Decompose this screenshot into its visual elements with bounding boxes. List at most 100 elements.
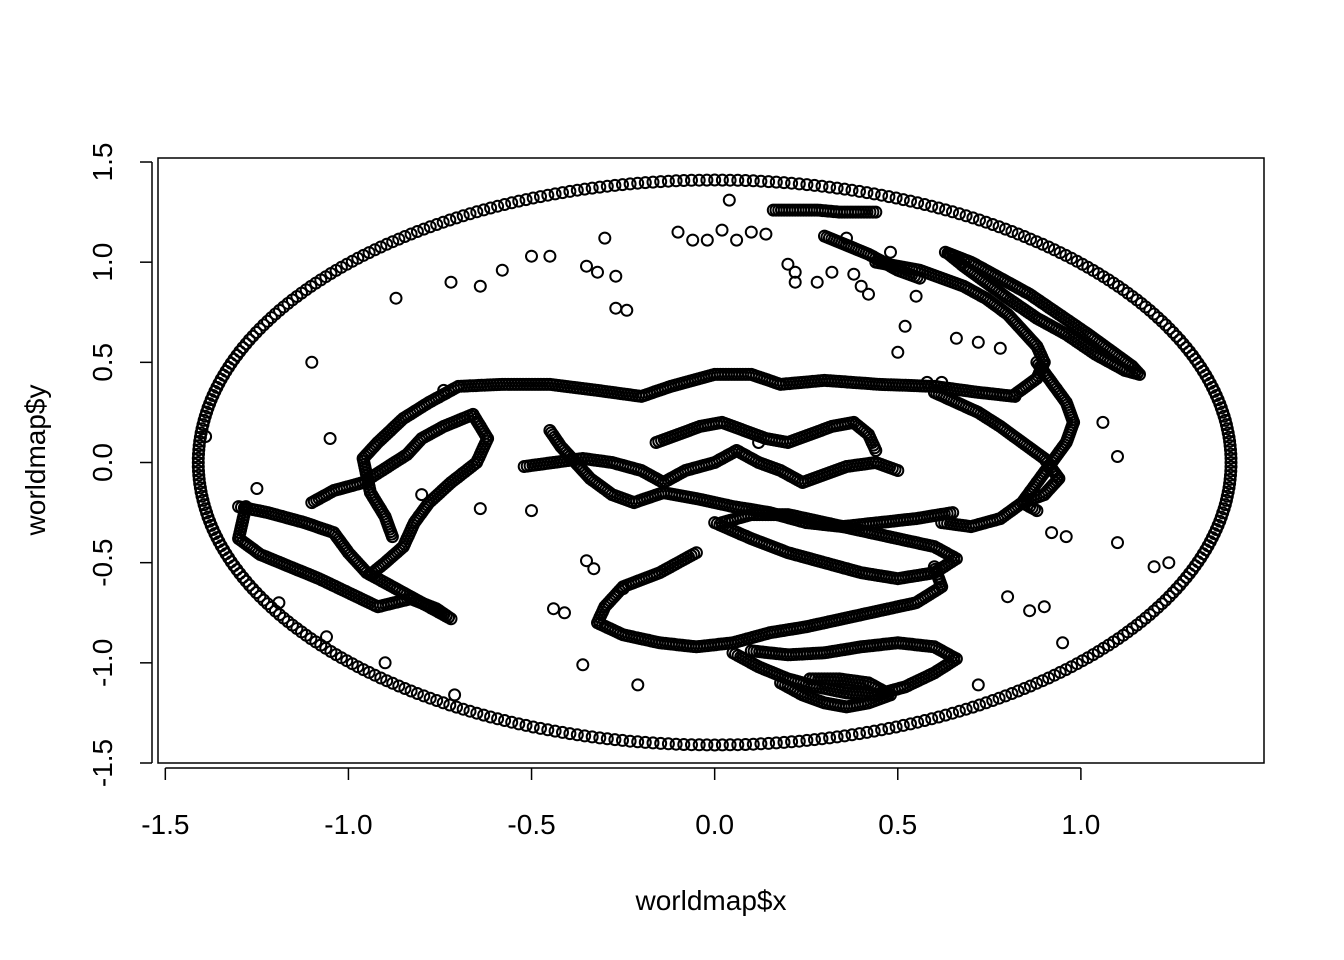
y-tick-label: -0.5 <box>87 539 118 587</box>
y-tick-label: 1.0 <box>87 243 118 282</box>
boundary-point <box>498 714 512 727</box>
boundary-point <box>999 689 1012 703</box>
data-point <box>444 275 458 289</box>
boundary-point <box>1224 460 1238 474</box>
boundary-point <box>754 174 768 188</box>
boundary-point <box>1166 586 1180 600</box>
boundary-point <box>1011 227 1025 241</box>
data-point <box>1059 530 1073 544</box>
data-point <box>854 279 868 293</box>
boundary-point <box>239 574 253 588</box>
data-point <box>1045 526 1059 540</box>
data-point <box>448 688 462 702</box>
boundary-point <box>715 173 729 187</box>
boundary-point <box>436 696 450 710</box>
data-point <box>891 345 905 359</box>
boundary-point <box>918 714 932 727</box>
y-tick-label: 1.5 <box>87 143 118 182</box>
boundary-point <box>404 227 418 241</box>
boundary-point <box>777 735 791 749</box>
boundary-point <box>1176 337 1190 351</box>
data-point <box>847 267 861 281</box>
boundary-point <box>1224 456 1238 469</box>
data-point <box>620 303 634 317</box>
boundary-point <box>1224 468 1237 482</box>
x-tick-label: 0.0 <box>695 809 734 840</box>
boundary-point <box>512 194 526 208</box>
y-tick-label: -1.0 <box>87 639 118 687</box>
boundary-point <box>578 182 592 196</box>
data-point <box>935 516 949 530</box>
data-point <box>781 257 795 271</box>
boundary-point <box>946 706 959 720</box>
boundary-point <box>1173 333 1187 347</box>
boundary-point <box>242 333 256 347</box>
data-point <box>378 656 392 670</box>
data-point <box>199 430 213 443</box>
data-point <box>671 225 685 239</box>
data-point <box>1030 504 1044 518</box>
x-tick-label: -0.5 <box>507 809 555 840</box>
boundary-point <box>1017 230 1031 243</box>
boundary-point <box>192 472 206 486</box>
boundary-point <box>1166 325 1180 339</box>
boundary-point <box>661 174 675 188</box>
data-point <box>389 291 403 305</box>
boundary-point <box>436 215 450 229</box>
y-axis: -1.5 -1.0 -0.5 0.0 0.5 1.0 1.5 <box>87 143 153 787</box>
boundary-point <box>992 691 1006 705</box>
boundary-point <box>398 682 412 695</box>
data-point <box>752 436 766 449</box>
boundary-point <box>838 182 852 196</box>
boundary-point <box>236 570 250 584</box>
boundary-point <box>800 178 814 192</box>
boundary-point <box>608 178 622 192</box>
data-point <box>1111 450 1124 463</box>
boundary-point <box>860 186 874 200</box>
data-point <box>788 275 802 289</box>
boundary-point <box>769 736 783 750</box>
x-tick-label: -1.0 <box>324 809 372 840</box>
boundary-point <box>570 183 584 197</box>
boundary-point <box>731 173 745 187</box>
data-point <box>891 464 905 477</box>
data-point <box>942 247 956 261</box>
data-point <box>323 432 337 445</box>
boundary-point <box>661 737 675 751</box>
boundary-point <box>646 175 660 189</box>
boundary-point <box>470 205 484 219</box>
boundary-point <box>1017 682 1031 695</box>
boundary-point <box>463 704 477 718</box>
boundary-point <box>700 173 714 187</box>
boundary-point <box>1223 472 1237 486</box>
boundary-point <box>1176 574 1190 588</box>
boundary-point <box>192 443 206 457</box>
boundary-point <box>264 311 278 325</box>
boundary-point <box>392 679 406 693</box>
boundary-point <box>815 732 829 746</box>
boundary-point <box>463 207 477 221</box>
y-tick-label: -1.5 <box>87 739 118 787</box>
boundary-point <box>450 211 463 225</box>
boundary-point <box>192 447 205 461</box>
boundary-point <box>526 720 540 734</box>
data-points <box>191 173 1238 752</box>
boundary-point <box>708 738 722 752</box>
boundary-point <box>746 174 760 188</box>
boundary-point <box>253 322 267 336</box>
boundary-point <box>430 694 444 707</box>
data-point <box>825 265 839 279</box>
boundary-point <box>477 203 491 217</box>
boundary-point <box>380 674 394 688</box>
data-point <box>631 678 645 692</box>
x-tick-label: -1.5 <box>141 809 189 840</box>
boundary-point <box>966 211 980 225</box>
boundary-point <box>777 176 791 190</box>
x-axis: -1.5 -1.0 -0.5 0.0 0.5 1.0 <box>141 767 1100 840</box>
boundary-point <box>1224 451 1238 465</box>
data-point <box>810 275 824 289</box>
boundary-point <box>925 199 939 213</box>
boundary-point <box>249 325 263 339</box>
boundary-point <box>867 187 881 201</box>
